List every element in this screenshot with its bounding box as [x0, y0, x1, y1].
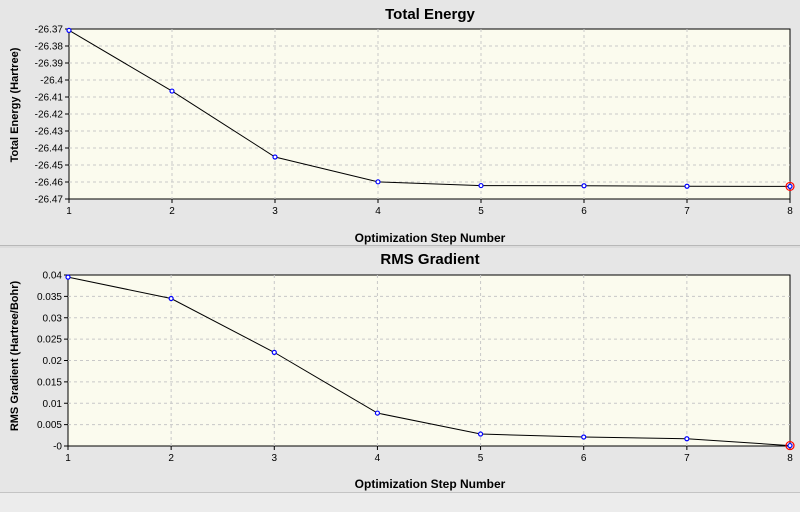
- y-tick-label: 0.005: [37, 420, 62, 431]
- chart-title: Total Energy: [385, 6, 475, 23]
- chart-title: RMS Gradient: [380, 251, 479, 268]
- y-tick-label: 0.025: [37, 335, 62, 346]
- x-tick-label: 3: [272, 206, 278, 217]
- data-point[interactable]: [581, 183, 587, 189]
- series-line: [68, 29, 791, 187]
- data-point[interactable]: [271, 349, 277, 355]
- x-tick-label: 5: [478, 206, 484, 217]
- y-tick-label: 0.03: [43, 313, 63, 324]
- x-tick-label: 2: [168, 453, 174, 464]
- y-tick-label: -26.41: [35, 93, 64, 104]
- data-point[interactable]: [787, 442, 793, 449]
- x-axis-label: Optimization Step Number: [355, 231, 506, 245]
- data-point[interactable]: [66, 27, 72, 33]
- y-tick-label: 0.015: [37, 377, 62, 388]
- y-tick-label: -26.38: [35, 42, 64, 53]
- y-tick-label: -26.4: [40, 76, 63, 87]
- x-tick-label: 2: [169, 206, 175, 217]
- y-tick-label: 0.04: [43, 271, 63, 282]
- rms-gradient-panel: RMS Gradient Optimization Step Number RM…: [0, 248, 800, 492]
- x-tick-label: 6: [581, 206, 587, 217]
- x-tick-label: 8: [787, 206, 793, 217]
- data-point[interactable]: [787, 183, 793, 190]
- y-tick-label: 0.02: [43, 356, 63, 367]
- x-tick-label: 6: [581, 453, 587, 464]
- x-tick-label: 7: [684, 206, 690, 217]
- data-point[interactable]: [272, 154, 278, 160]
- total-energy-chart: Total Energy Optimization Step Number To…: [9, 6, 795, 245]
- data-point[interactable]: [65, 274, 71, 280]
- y-axis-label: Total Energy (Hartree): [9, 47, 21, 162]
- y-tick-label: 0.01: [43, 399, 63, 410]
- y-tick-label: -26.47: [35, 195, 64, 206]
- x-tick-label: 7: [684, 453, 690, 464]
- data-point[interactable]: [581, 434, 587, 440]
- y-tick-label: -26.39: [35, 59, 64, 70]
- data-point[interactable]: [169, 88, 175, 94]
- data-point[interactable]: [374, 410, 381, 416]
- data-point[interactable]: [684, 436, 690, 442]
- data-point[interactable]: [478, 182, 484, 189]
- x-tick-label: 1: [65, 453, 71, 464]
- x-tick-label: 4: [375, 206, 381, 217]
- y-tick-label: -26.46: [35, 178, 64, 189]
- data-point[interactable]: [168, 295, 174, 302]
- selected-point-marker[interactable]: [785, 181, 795, 192]
- status-bar: [0, 492, 800, 512]
- y-tick-label: -26.44: [35, 144, 64, 155]
- x-tick-label: 3: [272, 453, 278, 464]
- y-axis-label: RMS Gradient (Hartree/Bohr): [9, 280, 21, 431]
- y-tick-label: -26.45: [35, 161, 64, 172]
- y-tick-label: -26.37: [35, 25, 64, 36]
- total-energy-panel: Total Energy Optimization Step Number To…: [0, 0, 800, 248]
- data-point[interactable]: [477, 431, 484, 437]
- y-tick-label: -0: [53, 442, 62, 453]
- series-line: [67, 276, 791, 447]
- data-point[interactable]: [375, 179, 381, 185]
- y-tick-label: 0.035: [37, 292, 62, 303]
- x-axis-label: Optimization Step Number: [355, 477, 506, 491]
- x-tick-label: 5: [478, 453, 484, 464]
- rms-gradient-chart: RMS Gradient Optimization Step Number RM…: [9, 251, 795, 491]
- x-tick-label: 1: [66, 206, 72, 217]
- x-tick-label: 4: [375, 453, 381, 464]
- y-tick-label: -26.42: [35, 110, 64, 121]
- x-tick-label: 8: [787, 453, 793, 464]
- selected-point-marker[interactable]: [785, 440, 795, 451]
- data-point[interactable]: [684, 183, 690, 189]
- y-tick-label: -26.43: [35, 127, 64, 138]
